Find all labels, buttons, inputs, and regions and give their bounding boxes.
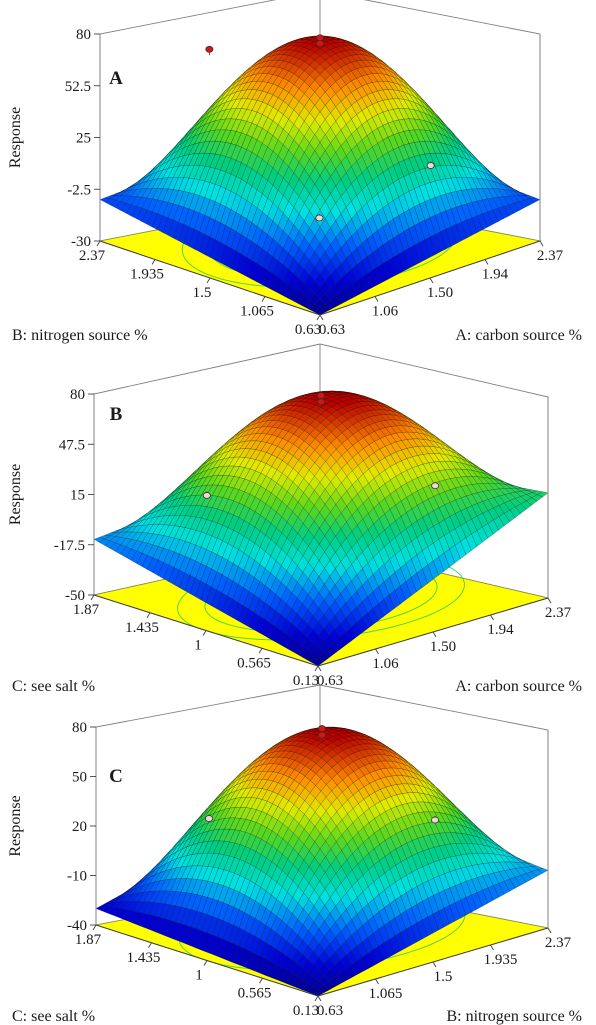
design-point xyxy=(205,45,214,53)
y-tick-label: 1.435 xyxy=(125,620,159,636)
x-tick-label: 1.94 xyxy=(482,267,509,283)
panel-a: 80 52.5 25 -2.5 -30 Response 0.63 1.06 1.50 1.94 2… xyxy=(7,0,582,344)
x-tick-label: 1.50 xyxy=(430,639,456,655)
design-point xyxy=(317,725,326,732)
y-tick-label: 1.065 xyxy=(240,304,274,320)
x-tick-label: 0.63 xyxy=(317,1003,343,1019)
panel-label: A xyxy=(109,68,123,89)
panel-b: 80 47.5 15 -17.5 -50 Response 0.63 1.06 1.50 1.94… xyxy=(7,343,582,695)
y-tick-label: 0.565 xyxy=(237,655,271,671)
x-tick-label: 1.065 xyxy=(369,986,403,1002)
z-tick-label: 80 xyxy=(76,27,91,43)
x-axis-label: A: carbon source % xyxy=(455,678,582,695)
z-tick-label: 52.5 xyxy=(65,79,91,95)
x-tick-label: 2.37 xyxy=(537,248,564,264)
y-axis-label: B: nitrogen source % xyxy=(12,327,148,344)
design-point xyxy=(426,162,435,169)
z-tick-label: 80 xyxy=(70,387,85,403)
z-tick-label: -2.5 xyxy=(67,182,91,198)
design-point xyxy=(315,40,324,47)
design-point xyxy=(202,492,211,499)
response-surface xyxy=(99,35,541,316)
response-surface xyxy=(95,726,549,997)
z-tick-label: -40 xyxy=(67,918,87,934)
y-tick-label: 1.435 xyxy=(127,950,161,966)
z-axis-label: Response xyxy=(7,795,24,856)
x-tick-label: 1.50 xyxy=(427,285,453,301)
z-tick-label: -50 xyxy=(65,588,85,604)
y-tick-label: 1 xyxy=(195,968,203,984)
x-tick-label: 1.06 xyxy=(372,304,399,320)
z-axis-label: Response xyxy=(7,464,24,525)
design-point xyxy=(204,815,213,822)
y-tick-label: 0.565 xyxy=(238,985,272,1001)
x-tick-label: 0.63 xyxy=(319,322,345,338)
y-axis-label: C: see salt % xyxy=(12,1008,95,1025)
x-tick-label: 1.5 xyxy=(434,969,453,985)
y-axis-label: C: see salt % xyxy=(12,678,95,695)
design-point xyxy=(430,816,439,824)
x-tick-label: 2.37 xyxy=(545,605,572,621)
z-tick-label: 80 xyxy=(72,720,87,736)
x-tick-label: 1.06 xyxy=(372,656,399,672)
y-tick-label: 0.13 xyxy=(293,1003,319,1019)
panel-label: C xyxy=(109,766,123,787)
z-tick-label: 47.5 xyxy=(59,437,85,453)
z-tick-label: 15 xyxy=(70,488,85,504)
x-axis-label: A: carbon source % xyxy=(455,327,582,344)
z-tick-label: -30 xyxy=(71,234,91,250)
y-tick-label: 1.935 xyxy=(130,267,164,283)
z-tick-label: -10 xyxy=(67,869,87,885)
design-point xyxy=(316,398,325,406)
y-tick-label: 1.87 xyxy=(75,932,102,948)
y-tick-label: 2.37 xyxy=(79,248,106,264)
y-tick-label: 1 xyxy=(194,638,202,654)
response-surface xyxy=(93,390,549,667)
x-axis-label: B: nitrogen source % xyxy=(446,1008,582,1025)
z-tick-label: -17.5 xyxy=(54,538,85,554)
z-tick-label: 20 xyxy=(72,819,87,835)
y-tick-label: 0.63 xyxy=(295,322,321,338)
design-point xyxy=(316,392,325,399)
panel-label: B xyxy=(110,404,123,425)
panel-c: 80 50 20 -10 -40 Response 0.63 1.065 1.5 1.935 2.3… xyxy=(7,684,582,1025)
design-point xyxy=(315,214,324,222)
y-tick-label: 1.5 xyxy=(193,285,212,301)
x-tick-label: 1.94 xyxy=(487,622,514,638)
design-point xyxy=(431,482,440,490)
design-point xyxy=(315,34,324,42)
z-axis-label: Response xyxy=(7,107,24,168)
y-tick-label: 1.87 xyxy=(73,602,100,618)
x-tick-label: 1.935 xyxy=(484,952,518,968)
y-tick-label: 0.13 xyxy=(293,673,319,689)
x-tick-label: 2.37 xyxy=(545,935,572,951)
design-point xyxy=(317,731,326,739)
x-tick-label: 0.63 xyxy=(317,673,343,689)
z-tick-label: 50 xyxy=(72,770,87,786)
z-tick-label: 25 xyxy=(76,131,91,147)
